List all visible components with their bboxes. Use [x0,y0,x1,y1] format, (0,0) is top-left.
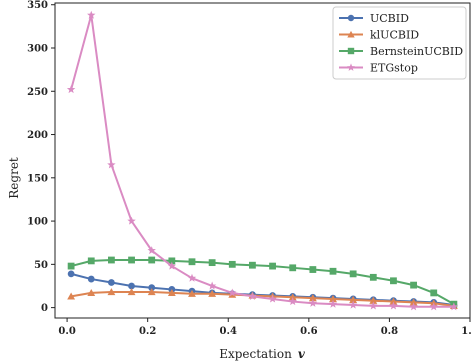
data-point [410,281,417,289]
data-point [108,256,115,264]
legend-marker [347,63,355,71]
legend-label: ETGstop [370,62,418,75]
data-point [67,292,76,300]
y-tick-label: 250 [27,87,48,98]
data-point [67,262,75,270]
data-point [329,295,337,303]
data-point [329,267,337,275]
data-point [449,302,459,311]
data-point [188,258,196,266]
data-point [269,262,276,270]
data-point [348,300,358,309]
data-point [390,277,397,285]
data-point [128,282,135,290]
data-point [188,289,196,297]
data-point [288,297,297,306]
x-axis-label-symbol: v [298,347,306,361]
data-point [389,297,398,305]
series-etgstop [66,10,459,311]
data-point [208,289,217,297]
data-point [187,273,197,282]
data-point [67,270,75,278]
data-point [167,288,176,297]
y-tick-label: 0 [41,303,48,314]
legend-label: BernsteinUCBID [370,45,463,58]
legend: UCBID klUCBID BernsteinUCBID ETGstop [332,6,467,80]
y-tick-label: 100 [27,217,48,228]
legend-box [332,6,467,80]
legend-marker [347,47,355,55]
data-point [87,257,95,265]
data-point [148,284,156,292]
data-point [167,261,177,270]
data-point [147,288,156,296]
data-point [409,302,418,311]
y-axis-label: Regret [7,157,21,199]
data-point [389,301,398,310]
data-point [369,273,377,281]
legend-label: UCBID [370,12,409,25]
data-point [308,298,318,307]
data-point [369,296,378,304]
data-point [268,294,277,303]
plot-frame [54,2,471,319]
data-point [147,246,156,255]
data-point [309,266,317,273]
data-point [128,256,135,264]
x-tick-label: 0.0 [58,326,75,337]
x-tick-label: 0.2 [139,326,156,337]
axes: 0 50 100 150 200 250 300 350 0.0 0.2 0.4 0.6 0.8 1.0 [27,0,472,337]
data-point [308,294,317,302]
data-point [248,291,257,300]
data-point [288,293,297,301]
series-line [70,14,454,308]
x-tick-label: 1.0 [461,326,472,337]
y-tick-label: 350 [27,0,48,11]
data-point [249,261,256,269]
y-tick-label: 200 [27,130,48,141]
data-point [429,302,438,311]
x-axis-label: Expectation v [219,347,306,361]
legend-marker [347,30,355,38]
data-point [430,289,438,297]
data-point [349,295,358,303]
legend-marker [347,14,355,22]
x-tick-label: 0.8 [381,326,398,337]
data-point [228,260,236,268]
x-tick-label: 0.6 [300,326,317,337]
data-point [328,299,338,308]
x-axis-label-text: Expectation [219,347,292,361]
legend-label: klUCBID [370,29,419,42]
data-point [87,275,95,283]
data-point [108,279,115,286]
data-point [107,160,116,169]
data-point [107,288,116,296]
data-point [409,298,418,306]
data-point [349,270,357,278]
data-point [127,216,136,225]
data-point [148,256,156,264]
series-lines [66,10,459,311]
y-tick-label: 150 [27,173,48,184]
y-tick-label: 50 [34,260,48,271]
data-point [66,85,76,94]
data-point [289,264,297,272]
data-point [207,281,217,290]
data-point [369,301,378,310]
data-point [208,259,216,267]
data-point [87,288,96,297]
data-point [228,288,237,297]
y-tick-label: 300 [27,44,48,55]
series-line [70,291,455,307]
data-point [87,10,96,19]
x-tick-label: 0.4 [220,326,237,337]
data-point [127,288,136,296]
data-point [168,257,176,265]
series-bernsteinucbid [67,256,458,308]
